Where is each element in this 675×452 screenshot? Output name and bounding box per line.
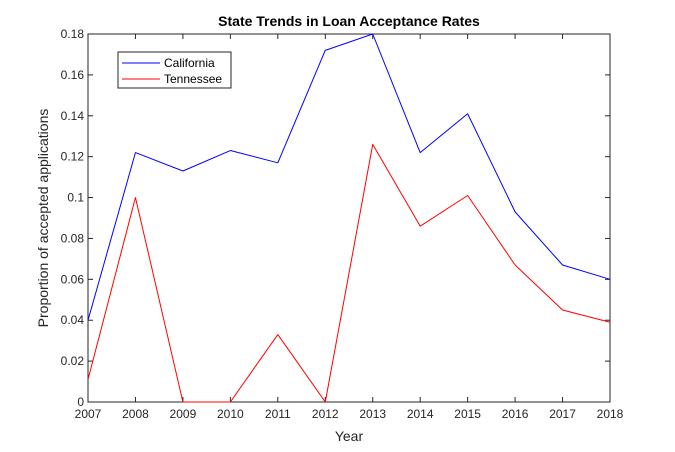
y-axis: 0 0.02 0.04 0.06 0.08 0.1 0.12 0.14 0.16 0.18 xyxy=(61,27,610,409)
y-tick-label: 0.18 xyxy=(61,27,85,41)
chart-title: State Trends in Loan Acceptance Rates xyxy=(218,13,480,29)
y-tick-label: 0.04 xyxy=(61,313,85,327)
series-lines xyxy=(87,33,611,403)
x-tick-label: 2016 xyxy=(502,407,529,421)
x-tick-label: 2012 xyxy=(312,407,339,421)
y-tick-label: 0.12 xyxy=(61,150,85,164)
y-tick-label: 0.08 xyxy=(61,231,85,245)
x-tick-label: 2015 xyxy=(454,407,481,421)
y-tick-label: 0.14 xyxy=(61,109,85,123)
y-tick-label: 0.06 xyxy=(61,272,85,286)
x-tick-label: 2007 xyxy=(75,407,102,421)
plot-area xyxy=(87,33,611,403)
y-tick-label: 0.1 xyxy=(67,191,84,205)
legend-label-tennessee: Tennessee xyxy=(164,72,222,86)
y-tick-label: 0 xyxy=(77,395,84,409)
x-tick-label: 2010 xyxy=(217,407,244,421)
x-tick-label: 2009 xyxy=(170,407,197,421)
legend: California Tennessee xyxy=(117,51,232,89)
legend-box xyxy=(117,51,232,89)
series-line-california xyxy=(87,33,611,321)
y-tick-label: 0.02 xyxy=(61,354,85,368)
y-axis-title: Proportion of accepted applications xyxy=(35,109,51,328)
x-tick-label: 2014 xyxy=(407,407,434,421)
x-tick-label: 2011 xyxy=(265,407,291,421)
y-tick-label: 0.16 xyxy=(61,68,85,82)
legend-label-california: California xyxy=(164,56,215,70)
x-tick-label: 2008 xyxy=(122,407,149,421)
x-tick-label: 2013 xyxy=(359,407,386,421)
x-tick-label: 2018 xyxy=(597,407,624,421)
x-axis-title: Year xyxy=(335,428,364,444)
x-axis: 2007 2008 2009 2010 2011 2012 2013 2014 2015 2016… xyxy=(75,34,624,421)
x-tick-label: 2017 xyxy=(549,407,576,421)
series-line-tennessee xyxy=(87,143,611,403)
